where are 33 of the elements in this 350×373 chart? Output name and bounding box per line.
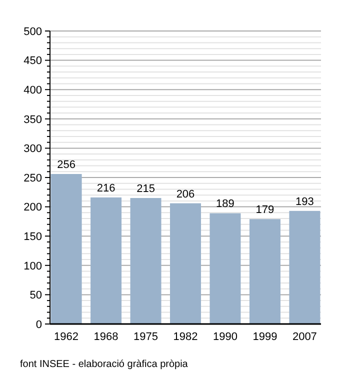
y-tick-label: 400 (24, 84, 42, 96)
data-label: 256 (57, 158, 76, 171)
data-label: 189 (216, 198, 234, 210)
y-tick-label: 100 (24, 260, 42, 272)
y-tick-label: 250 (24, 172, 42, 184)
x-tick-label: 1968 (94, 331, 118, 343)
bar (170, 203, 201, 324)
data-label: 206 (176, 188, 195, 200)
y-tick-label: 300 (24, 143, 42, 156)
x-tick-label: 1962 (54, 331, 79, 343)
bar (289, 210, 320, 324)
y-tick-label: 450 (24, 55, 42, 68)
text: font INSEE - elaboració gràfica pròpia (20, 359, 188, 370)
y-tick-label: 0 (36, 318, 42, 331)
data-label: 215 (136, 183, 155, 196)
y-tick-label: 350 (24, 114, 42, 126)
data-label: 179 (256, 204, 274, 216)
bar (130, 198, 162, 324)
x-tick-label: 1999 (252, 331, 278, 343)
x-tick-label: 1982 (173, 331, 198, 343)
data-label: 193 (296, 196, 314, 208)
x-tick-label: 1975 (134, 331, 158, 343)
y-tick-label: 50 (30, 290, 42, 302)
bar (249, 219, 280, 324)
data-label: 216 (96, 182, 116, 194)
x-tick-label: 2007 (292, 331, 317, 343)
bar (210, 213, 241, 324)
bar (50, 174, 82, 324)
bar (90, 197, 122, 324)
y-tick-label: 500 (24, 26, 42, 38)
y-tick-label: 150 (24, 230, 42, 243)
x-tick-label: 1990 (212, 331, 238, 343)
y-tick-label: 200 (24, 202, 42, 214)
